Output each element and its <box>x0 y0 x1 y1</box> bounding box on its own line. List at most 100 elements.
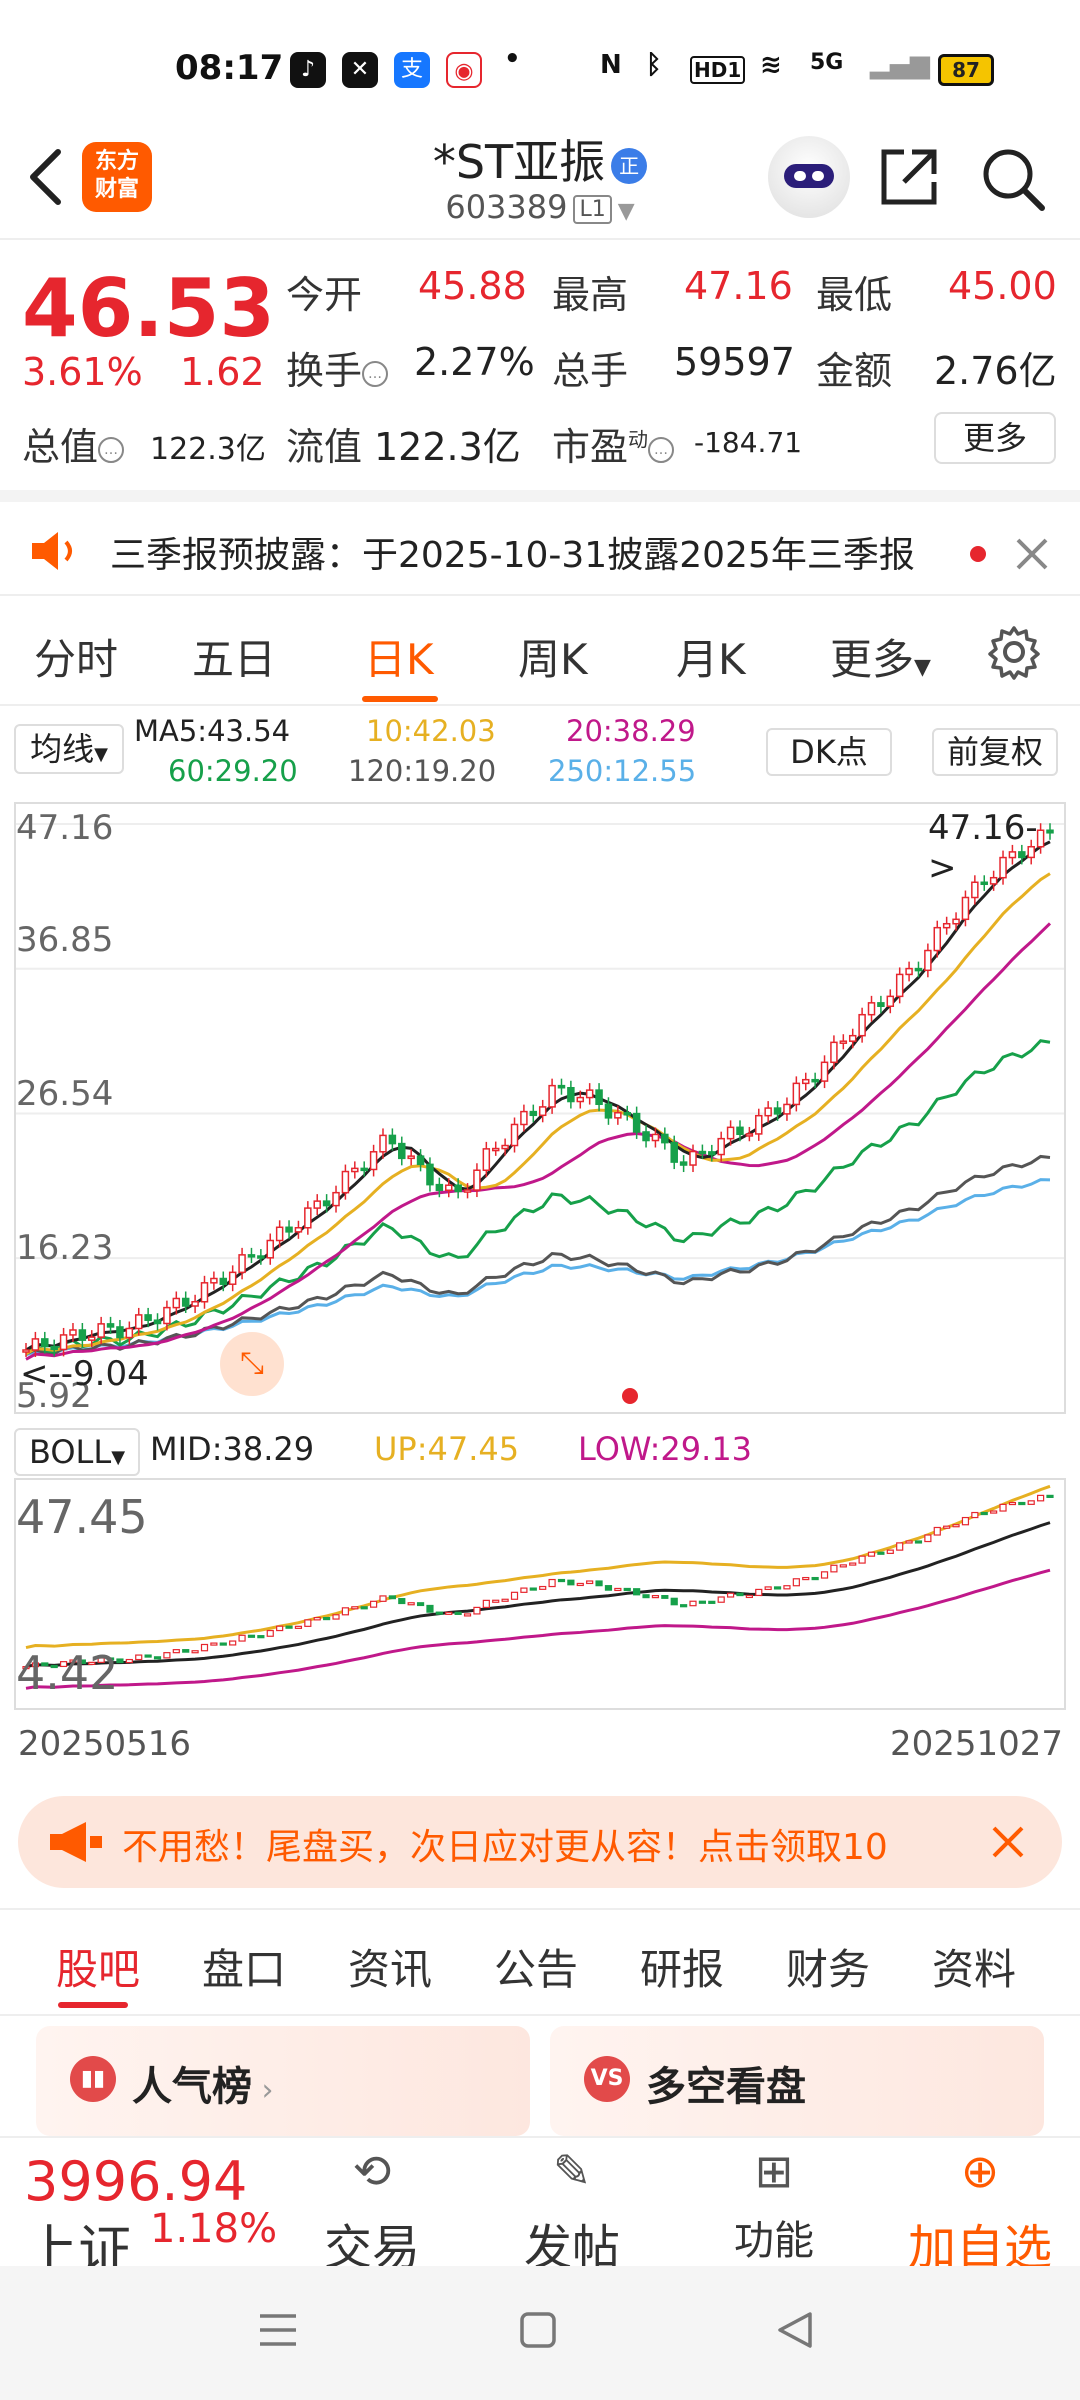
info-icon[interactable]: … <box>98 436 125 463</box>
boll-candle <box>999 1503 1007 1512</box>
boll-up: UP:47.45 <box>374 1430 520 1468</box>
indicator-select[interactable]: 均线▼ <box>14 724 124 774</box>
signal-icon: ▂▄▆ <box>870 50 930 80</box>
tab-orderbook[interactable]: 盘口 <box>202 1945 287 1994</box>
boll-candle <box>586 1580 594 1585</box>
menu-icon[interactable] <box>256 2310 300 2350</box>
boll-candle <box>961 1516 970 1526</box>
post-button[interactable]: ✎ 发帖 <box>512 2144 632 2278</box>
candle <box>708 1151 716 1156</box>
tab-intraday[interactable]: 分时 <box>34 635 119 684</box>
speaker-icon <box>32 532 72 570</box>
close-icon[interactable] <box>988 1822 1028 1862</box>
boll-y-top: 47.45 <box>16 1490 148 1544</box>
candle <box>679 1161 688 1166</box>
boll-candle <box>905 1540 913 1544</box>
index-percent: 1.18% <box>150 2206 278 2252</box>
stock-title: *ST亚振正 <box>0 126 1080 192</box>
candle <box>219 1277 228 1285</box>
candle <box>116 1326 124 1339</box>
candle <box>755 1114 763 1135</box>
tab-forum[interactable]: 股吧 <box>56 1945 141 1994</box>
boll-candle <box>614 1587 622 1592</box>
candle <box>764 1107 772 1117</box>
boll-candle <box>294 1625 303 1629</box>
candle <box>22 1349 30 1353</box>
candle <box>520 1110 528 1126</box>
bull-bear-card[interactable]: VS 多空看盘 <box>550 2026 1044 2136</box>
promo-banner[interactable]: 不用愁！尾盘买，次日应对更从容！点击领取10 <box>18 1796 1062 1888</box>
ai-assistant-icon[interactable] <box>768 136 850 218</box>
tab-weekly-k[interactable]: 周K <box>518 635 588 684</box>
notice-text: 三季报预披露：于2025-10-31披露2025年三季报 <box>110 535 915 576</box>
candle <box>576 1096 585 1103</box>
candle <box>999 856 1007 879</box>
trade-button[interactable]: ⟲ 交易 <box>312 2144 432 2278</box>
dk-point-button[interactable]: DK点 <box>766 728 892 776</box>
more-button[interactable]: 更多 <box>934 412 1056 464</box>
event-marker[interactable] <box>622 1388 638 1404</box>
tab-more[interactable]: 更多▼ <box>830 635 931 684</box>
expand-icon[interactable]: ⤡ <box>220 1332 284 1396</box>
boll-candle <box>792 1578 800 1587</box>
boll-candle <box>153 1656 162 1660</box>
info-icon[interactable]: … <box>648 436 675 463</box>
x-start-date: 20250516 <box>18 1724 192 1764</box>
weibo-icon: ◉ <box>446 52 482 88</box>
candle <box>322 1200 331 1207</box>
home-icon[interactable] <box>518 2310 558 2350</box>
candle <box>952 918 960 925</box>
add-watchlist-button[interactable]: ⊕ 加自选 <box>900 2144 1060 2278</box>
boll-candle <box>698 1600 707 1604</box>
subindicator-select[interactable]: BOLL▼ <box>14 1428 140 1476</box>
kline-chart[interactable]: 47.16 36.85 26.54 16.23 5.92 47.16-> <--… <box>14 802 1066 1416</box>
price-adjust-button[interactable]: 前复权 <box>932 728 1058 776</box>
info-icon[interactable]: … <box>362 360 389 387</box>
boll-candle <box>708 1600 716 1604</box>
active-tab-indicator <box>362 696 438 702</box>
ma5-value: MA5:43.54 <box>134 714 291 748</box>
app-logo[interactable]: 东方 财富 <box>82 142 152 212</box>
boll-candle <box>341 1607 350 1616</box>
tab-profile[interactable]: 资料 <box>932 1945 1017 1994</box>
back-arrow-icon[interactable] <box>18 142 78 212</box>
tab-announcements[interactable]: 公告 <box>494 1945 579 1994</box>
tab-research[interactable]: 研报 <box>640 1945 725 1994</box>
candle <box>210 1277 218 1284</box>
popularity-card[interactable]: ▮▮ 人气榜 › <box>36 2026 530 2136</box>
candle <box>924 949 932 972</box>
close-icon[interactable] <box>1012 534 1052 574</box>
turnover-label: 换手… <box>286 340 389 395</box>
logo-text-top: 东方 <box>94 149 139 174</box>
candle <box>745 1133 754 1137</box>
tab-finance[interactable]: 财务 <box>786 1945 871 1994</box>
tab-news[interactable]: 资讯 <box>348 1945 433 1994</box>
candle <box>661 1133 669 1144</box>
tab-daily-k[interactable]: 日K <box>364 635 434 684</box>
boll-candle <box>31 1662 39 1668</box>
candle <box>877 1002 885 1007</box>
ma10-value: 10:42.03 <box>366 714 496 748</box>
share-icon[interactable] <box>876 144 942 210</box>
boll-svg <box>22 1484 1054 1690</box>
plus-circle-icon: ⊕ <box>960 2144 1000 2198</box>
functions-button[interactable]: ⊞ 功能 <box>714 2144 834 2266</box>
candle <box>717 1137 725 1156</box>
boll-chart[interactable]: 47.45 4.42 <box>14 1478 1066 1710</box>
back-icon[interactable] <box>774 2310 818 2350</box>
search-icon[interactable] <box>978 144 1048 214</box>
settings-gear-icon[interactable] <box>984 622 1044 682</box>
boll-candle <box>520 1587 528 1593</box>
stock-code-row[interactable]: 603389 L1 ▼ <box>0 188 1080 226</box>
boll-candle <box>50 1664 58 1669</box>
boll-candle <box>717 1596 725 1603</box>
tab-five-day[interactable]: 五日 <box>192 635 277 684</box>
candle <box>294 1227 303 1233</box>
tab-monthly-k[interactable]: 月K <box>676 635 746 684</box>
dot-icon: • <box>504 44 521 74</box>
boll-candle <box>830 1564 838 1573</box>
boll-candle <box>407 1602 415 1606</box>
mktcap-label: 总值… <box>22 416 125 471</box>
notice-bar[interactable]: 三季报预披露：于2025-10-31披露2025年三季报 <box>0 490 1080 596</box>
candle <box>125 1327 134 1339</box>
